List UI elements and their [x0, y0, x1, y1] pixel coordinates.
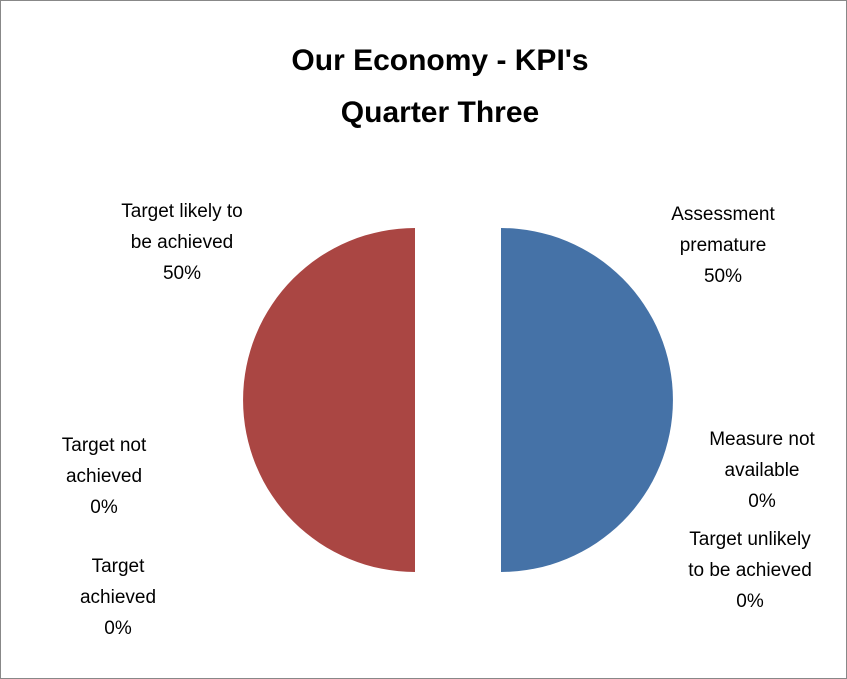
slice-label: Target unlikely to be achieved 0% — [684, 524, 816, 617]
chart-title: Our Economy - KPI's — [291, 44, 588, 77]
slice-label: Measure not available 0% — [696, 424, 828, 517]
slice-value: 0% — [90, 497, 118, 518]
slice-label: Target not achieved 0% — [38, 430, 170, 523]
slice-value: 0% — [748, 491, 776, 512]
slice-value: 0% — [104, 618, 132, 639]
slice-value: 0% — [736, 591, 764, 612]
slice-name: Target not achieved — [61, 435, 147, 487]
chart-title: Quarter Three — [341, 96, 539, 129]
slice-name: Measure not available — [709, 429, 815, 481]
pie-slice — [501, 228, 673, 572]
slice-value: 50% — [703, 266, 743, 287]
slice-name: Target achieved — [79, 556, 157, 608]
pie-slice — [243, 228, 415, 572]
slice-value: 50% — [162, 263, 202, 284]
slice-label: Target achieved 0% — [52, 551, 184, 644]
slice-label: Target likely to be achieved 50% — [116, 196, 248, 289]
slice-name: Target likely to be achieved — [121, 201, 243, 253]
slice-name: Target unlikely to be achieved — [688, 529, 812, 581]
slice-name: Assessment premature — [671, 204, 775, 256]
slice-label: Assessment premature 50% — [657, 199, 789, 292]
